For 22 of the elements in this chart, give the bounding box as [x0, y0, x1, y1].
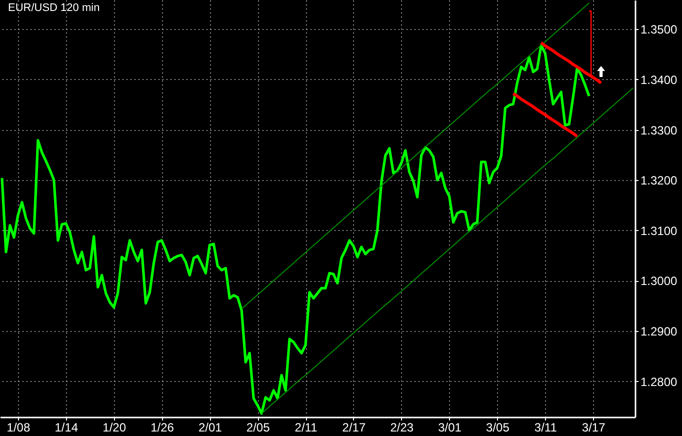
x-tick-label: 1/26	[150, 420, 174, 434]
x-tick-label: 2/17	[342, 420, 366, 434]
y-tick-label: 1.2800	[640, 374, 678, 389]
x-tick-label: 2/05	[246, 420, 270, 434]
x-tick-label: 1/14	[54, 420, 78, 434]
x-tick-label: 2/23	[390, 420, 414, 434]
y-tick-label: 1.3200	[640, 174, 678, 188]
y-tick-label: 1.3000	[640, 274, 678, 288]
x-tick-label: 1/08	[6, 420, 30, 434]
x-tick-label: 3/11	[534, 420, 558, 434]
y-tick-label: 1.3100	[640, 224, 678, 238]
x-tick-label: 3/17	[582, 420, 606, 434]
y-tick-label: 1.2900	[640, 324, 678, 338]
y-tick-label: 1.3300	[640, 123, 678, 138]
x-tick-label: 3/01	[438, 420, 462, 434]
chart-title: EUR/USD 120 min	[8, 2, 100, 14]
x-tick-label: 3/05	[486, 420, 510, 434]
y-tick-label: 1.3400	[640, 72, 678, 87]
y-tick-label: 1.3500	[640, 22, 678, 37]
x-tick-label: 1/20	[102, 420, 126, 434]
x-tick-label: 2/11	[294, 420, 318, 434]
x-tick-label: 2/01	[198, 420, 222, 434]
